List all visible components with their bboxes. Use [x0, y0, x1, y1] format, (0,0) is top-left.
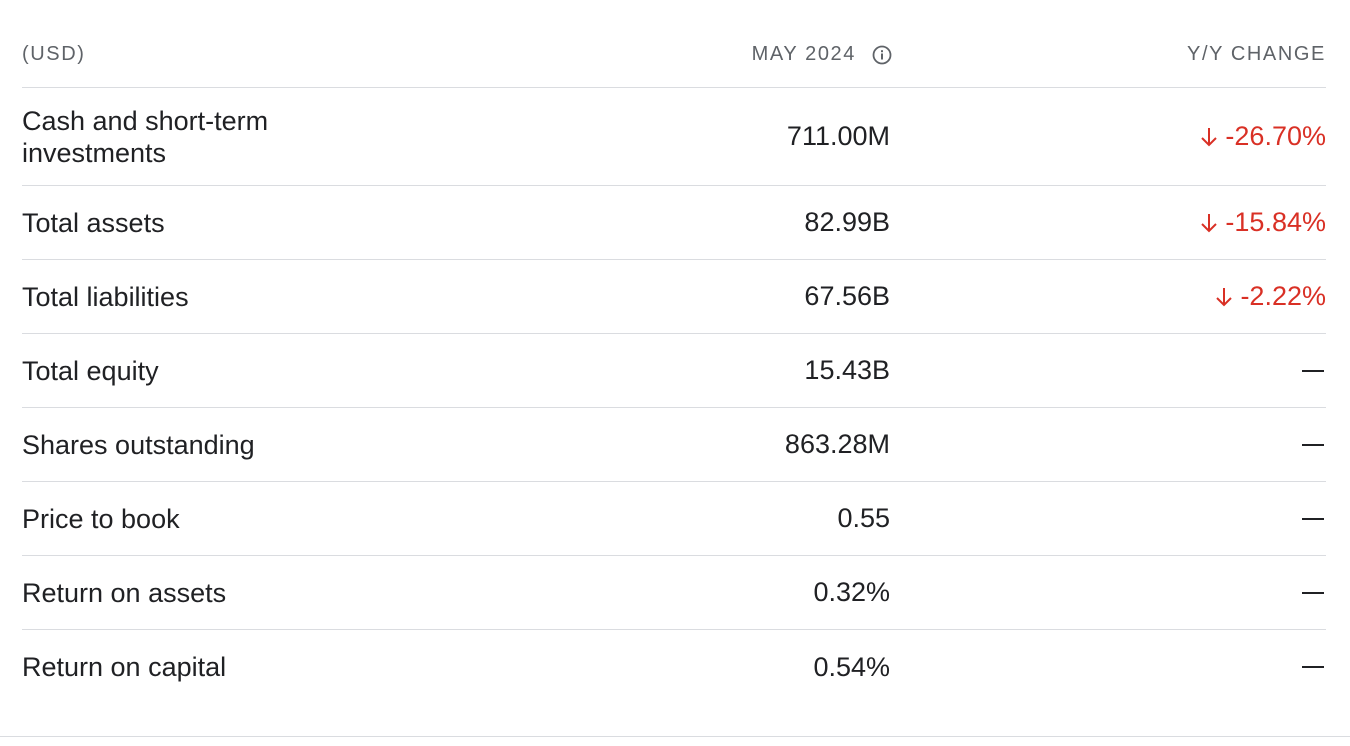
row-label: Shares outstanding: [22, 429, 255, 460]
no-change-dash: [1302, 369, 1324, 372]
change-value: -15.84%: [1225, 207, 1326, 237]
table-row: Cash and short-term investments 711.00M …: [22, 88, 1326, 186]
row-label: Return on assets: [22, 577, 227, 608]
row-change: -2.22%: [890, 281, 1326, 312]
arrow-down-icon: [1201, 213, 1218, 232]
row-change: [890, 369, 1326, 372]
row-label: Return on capital: [22, 652, 227, 682]
row-change: [890, 517, 1326, 520]
row-label: Price to book: [22, 503, 180, 534]
table-row: Shares outstanding 863.28M: [22, 408, 1326, 482]
row-change: -26.70%: [890, 121, 1326, 152]
change-header: Y/Y CHANGE: [1187, 43, 1326, 65]
row-change: [890, 666, 1326, 668]
no-change-dash: [1302, 517, 1324, 520]
table-row: Return on assets 0.32%: [22, 556, 1326, 630]
period-header-label: MAY 2024: [751, 43, 856, 65]
currency-header: (USD): [22, 43, 86, 65]
change-negative: -26.70%: [1199, 121, 1326, 152]
no-change-dash: [1302, 443, 1324, 446]
row-change: [890, 591, 1326, 594]
table-row: Total liabilities 67.56B -2.22%: [22, 260, 1326, 334]
row-value: 863.28M: [784, 429, 890, 459]
change-value: -2.22%: [1240, 281, 1326, 311]
change-value: -26.70%: [1225, 121, 1326, 151]
no-change-dash: [1302, 591, 1324, 594]
change-negative: -15.84%: [1199, 207, 1326, 238]
row-value: 82.99B: [804, 207, 890, 237]
arrow-down-icon: [1201, 127, 1218, 146]
balance-sheet-table: (USD) MAY 2024 Y/Y CHANGE Cash and short…: [22, 22, 1326, 704]
row-value: 0.32%: [813, 577, 890, 607]
bottom-divider: [0, 736, 1350, 737]
period-header: MAY 2024: [602, 43, 892, 66]
table-row: Return on capital 0.54%: [22, 630, 1326, 704]
row-label: Cash and short-term investments: [22, 105, 269, 168]
row-value: 15.43B: [804, 355, 890, 385]
row-change: [890, 443, 1326, 446]
row-value: 711.00M: [786, 121, 890, 151]
table-row: Total equity 15.43B: [22, 334, 1326, 408]
table-row: Price to book 0.55: [22, 482, 1326, 556]
arrow-down-icon: [1216, 287, 1233, 306]
row-value: 0.54%: [813, 651, 890, 682]
row-label: Total equity: [22, 355, 159, 386]
table-header: (USD) MAY 2024 Y/Y CHANGE: [22, 22, 1326, 88]
change-negative: -2.22%: [1214, 281, 1326, 312]
table-row: Total assets 82.99B -15.84%: [22, 186, 1326, 260]
row-value: 67.56B: [804, 281, 890, 311]
row-label: Total liabilities: [22, 281, 189, 312]
row-label: Total assets: [22, 207, 165, 238]
info-circle-icon[interactable]: [872, 45, 892, 65]
no-change-dash: [1302, 666, 1324, 668]
row-change: -15.84%: [890, 207, 1326, 238]
row-value: 0.55: [837, 503, 890, 533]
